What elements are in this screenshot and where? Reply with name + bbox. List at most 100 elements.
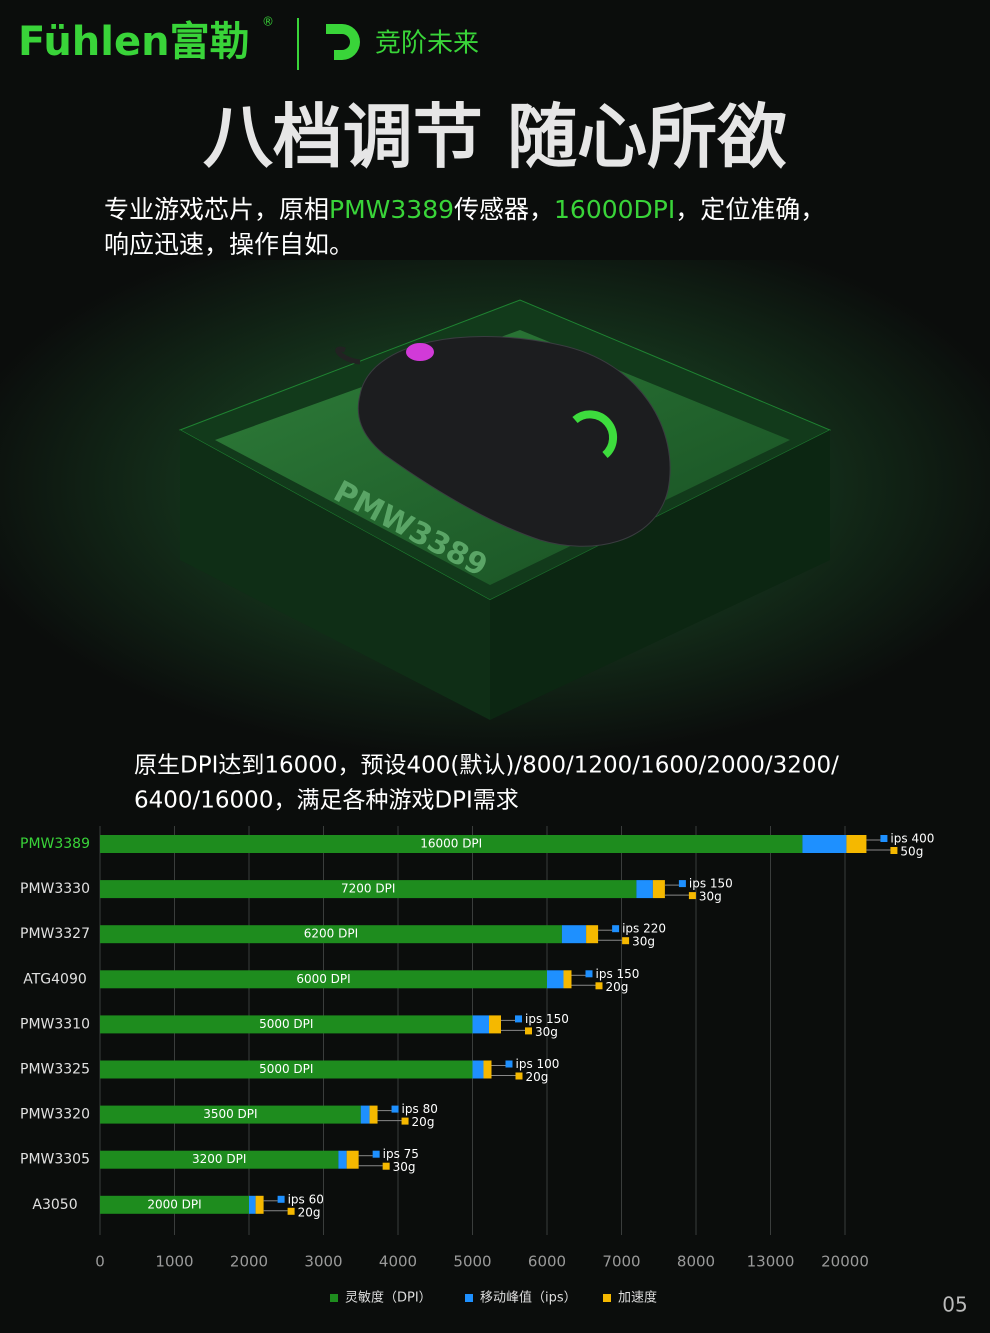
acceleration-marker bbox=[287, 1207, 295, 1215]
intro-segment: ，定位准确， bbox=[675, 195, 825, 224]
bar-ips bbox=[338, 1150, 347, 1169]
ips-marker bbox=[612, 925, 620, 933]
intro-segment: 专业游戏芯片，原相 bbox=[104, 195, 329, 224]
legend-label: 移动峰值（ips） bbox=[480, 1290, 577, 1306]
bar-acceleration bbox=[586, 925, 599, 944]
acceleration-marker bbox=[525, 1027, 532, 1035]
category-label: PMW3330 bbox=[20, 881, 90, 897]
acceleration-label: 30g bbox=[393, 1160, 416, 1174]
acceleration-label: 30g bbox=[632, 935, 655, 949]
x-tick-label: 4000 bbox=[379, 1253, 417, 1271]
intro-segment: 16000DPI bbox=[554, 195, 675, 224]
x-tick-label: 7000 bbox=[602, 1253, 640, 1271]
x-tick-label: 6000 bbox=[528, 1253, 566, 1271]
bar-ips bbox=[472, 1060, 484, 1079]
acceleration-marker bbox=[515, 1072, 523, 1080]
category-label: PMW3389 bbox=[20, 836, 90, 852]
category-label: PMW3327 bbox=[20, 926, 90, 942]
category-label: PMW3305 bbox=[20, 1152, 90, 1168]
bar-dpi bbox=[100, 970, 547, 989]
ips-label: ips 150 bbox=[689, 877, 733, 891]
x-tick-label: 5000 bbox=[453, 1253, 491, 1271]
bar-ips bbox=[802, 835, 847, 853]
x-tick-label: 8000 bbox=[677, 1253, 715, 1271]
ips-label: ips 75 bbox=[383, 1147, 419, 1161]
acceleration-label: 30g bbox=[535, 1025, 558, 1039]
intro-line: 响应迅速，操作自如。 bbox=[104, 230, 354, 259]
brand: Fühlen富勒 bbox=[18, 19, 250, 65]
acceleration-label: 20g bbox=[298, 1205, 321, 1219]
bar-acceleration bbox=[369, 1105, 378, 1124]
legend-swatch bbox=[603, 1294, 611, 1302]
bar-acceleration bbox=[489, 1015, 501, 1034]
bar-ips bbox=[472, 1015, 489, 1034]
ips-marker bbox=[880, 835, 888, 842]
x-tick-label: 2000 bbox=[230, 1253, 268, 1271]
bar-dpi bbox=[100, 1105, 361, 1124]
logo bbox=[326, 24, 360, 60]
acceleration-marker bbox=[595, 982, 603, 990]
x-tick-label: 20000 bbox=[821, 1253, 869, 1271]
legend-label: 加速度 bbox=[618, 1290, 657, 1306]
category-label: PMW3320 bbox=[20, 1107, 90, 1123]
acceleration-label: 50g bbox=[900, 845, 923, 859]
bar-label: 5000 DPI bbox=[259, 1017, 313, 1031]
chip-side bbox=[180, 430, 490, 720]
bar-dpi bbox=[100, 925, 562, 944]
acceleration-marker bbox=[688, 892, 696, 900]
acceleration-label: 20g bbox=[606, 980, 629, 994]
category-label: PMW3310 bbox=[20, 1016, 90, 1032]
bar-label: 6200 DPI bbox=[304, 927, 358, 941]
ips-label: ips 80 bbox=[402, 1102, 438, 1116]
page-number: 05 bbox=[942, 1293, 967, 1317]
bar-acceleration bbox=[846, 835, 867, 853]
intro-segment: PMW3389 bbox=[329, 195, 454, 224]
ips-marker bbox=[277, 1195, 285, 1203]
bar-ips bbox=[636, 880, 653, 899]
legend-swatch bbox=[330, 1294, 338, 1302]
acceleration-marker bbox=[401, 1117, 409, 1125]
bar-dpi bbox=[100, 1060, 473, 1079]
category-label: A3050 bbox=[32, 1197, 77, 1213]
acceleration-marker bbox=[890, 847, 898, 854]
intro-line: 专业游戏芯片，原相PMW3389传感器，16000DPI，定位准确， bbox=[104, 195, 825, 224]
bar-label: 2000 DPI bbox=[147, 1197, 201, 1211]
ips-marker bbox=[678, 880, 686, 888]
bar-dpi bbox=[100, 1015, 473, 1034]
bar-acceleration bbox=[346, 1150, 359, 1169]
acceleration-label: 20g bbox=[412, 1115, 435, 1129]
bar-label: 3200 DPI bbox=[192, 1152, 246, 1166]
bar-dpi bbox=[100, 1195, 249, 1214]
bar-acceleration bbox=[255, 1195, 264, 1214]
ips-label: ips 400 bbox=[890, 832, 934, 846]
bar-ips bbox=[547, 970, 564, 989]
bar-dpi bbox=[100, 880, 637, 899]
bar-ips bbox=[561, 925, 587, 944]
x-tick-label: 13000 bbox=[747, 1253, 795, 1271]
x-tick-label: 3000 bbox=[304, 1253, 342, 1271]
category-label: PMW3325 bbox=[20, 1062, 90, 1078]
ips-marker bbox=[391, 1105, 399, 1113]
bar-label: 3500 DPI bbox=[203, 1107, 257, 1121]
legend-swatch bbox=[465, 1294, 473, 1302]
title: 八档调节 随心所欲 bbox=[203, 96, 787, 178]
ips-label: ips 60 bbox=[288, 1192, 324, 1206]
chip-side bbox=[490, 430, 830, 720]
mouse-logo bbox=[572, 410, 618, 459]
intro-segment: 传感器， bbox=[454, 195, 554, 224]
ips-marker bbox=[585, 970, 593, 978]
mouse-wheel-light bbox=[406, 343, 434, 361]
chart-subtitle: 6400/16000，满足各种游戏DPI需求 bbox=[134, 788, 519, 814]
bar-dpi bbox=[100, 1150, 339, 1169]
ips-marker bbox=[372, 1150, 380, 1158]
ips-marker bbox=[505, 1060, 513, 1068]
ips-marker bbox=[515, 1015, 522, 1023]
bar-acceleration bbox=[563, 970, 572, 989]
ips-label: ips 100 bbox=[516, 1057, 560, 1071]
acceleration-label: 30g bbox=[699, 890, 722, 904]
mouse-cable bbox=[335, 346, 361, 365]
mouse bbox=[357, 336, 671, 547]
bar-dpi bbox=[100, 835, 803, 853]
